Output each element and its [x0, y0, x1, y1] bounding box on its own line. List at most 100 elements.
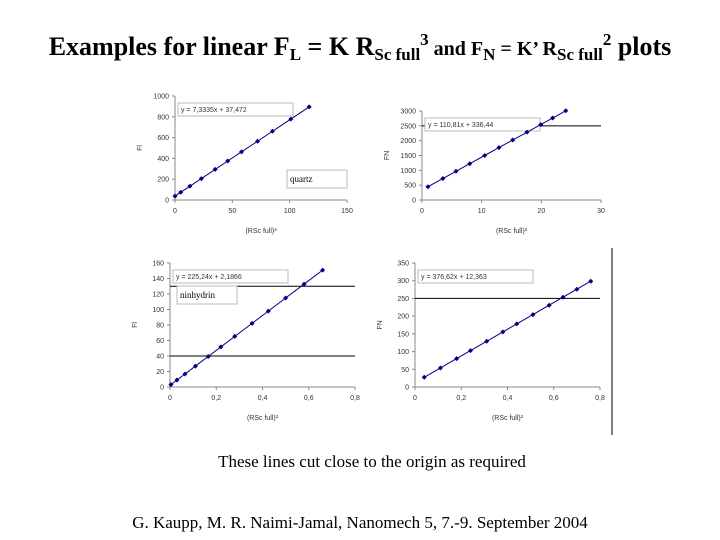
y-axis-label: FN	[384, 151, 391, 160]
point	[484, 338, 490, 344]
y-tick-label: 1000	[400, 168, 416, 175]
x-tick-label: 0,8	[350, 395, 360, 402]
point	[496, 145, 502, 151]
y-tick-label: 350	[397, 261, 409, 268]
y-axis-label: Fl	[132, 322, 139, 328]
equation-box	[417, 269, 534, 284]
y-tick-label: 600	[157, 135, 169, 142]
title-part: Sc full	[374, 45, 420, 64]
point	[563, 108, 569, 114]
point	[198, 176, 204, 182]
title-part: Examples for linear F	[49, 32, 290, 61]
equation-box	[172, 269, 289, 284]
point	[514, 321, 520, 327]
y-tick-label: 60	[156, 338, 164, 345]
footer: G. Kaupp, M. R. Naimi-Jamal, Nanomech 5,…	[132, 513, 588, 532]
point	[437, 365, 443, 371]
point	[239, 149, 245, 155]
point	[574, 286, 580, 292]
x-tick-label: 10	[478, 208, 486, 215]
equation-box	[177, 102, 294, 117]
x-axis-label: (RSc full)³	[245, 228, 277, 235]
caption: These lines cut close to the origin as r…	[218, 452, 526, 471]
x-tick-label: 0,2	[211, 395, 221, 402]
x-axis-label: (RSc full)²	[496, 228, 528, 235]
point	[467, 161, 473, 167]
point	[255, 138, 261, 144]
x-tick-label: 150	[341, 208, 353, 215]
y-tick-label: 80	[156, 323, 164, 330]
x-tick-label: 50	[228, 208, 236, 215]
point	[550, 115, 556, 121]
x-tick-label: 20	[537, 208, 545, 215]
y-tick-label: 200	[157, 177, 169, 184]
point	[192, 363, 198, 369]
point	[232, 333, 238, 339]
y-tick-label: 1000	[153, 94, 169, 101]
point	[510, 137, 516, 143]
point	[588, 278, 594, 284]
point	[440, 176, 446, 182]
point	[218, 344, 224, 350]
point	[269, 128, 275, 134]
x-tick-label: 0,6	[304, 395, 314, 402]
y-tick-label: 50	[401, 367, 409, 374]
point	[225, 158, 231, 164]
point	[178, 189, 184, 195]
point	[301, 281, 307, 287]
annotation: quartz	[290, 174, 313, 184]
y-tick-label: 0	[165, 198, 169, 205]
x-tick-label: 0	[413, 395, 417, 402]
equation: y = 225,24x + 2,1866	[176, 274, 242, 281]
title-part: 2	[603, 30, 612, 49]
title-part: Sc full	[557, 45, 603, 64]
y-tick-label: 40	[156, 354, 164, 361]
title-part: and F	[429, 38, 483, 60]
x-tick-label: 100	[284, 208, 296, 215]
x-axis-label: (RSc full)²	[247, 415, 279, 422]
point	[468, 348, 473, 354]
y-tick-label: 250	[397, 296, 409, 303]
point	[524, 129, 530, 135]
y-tick-label: 0	[160, 385, 164, 392]
y-tick-label: 400	[157, 156, 169, 163]
x-tick-label: 0,6	[549, 395, 559, 402]
y-tick-label: 0	[405, 385, 409, 392]
point	[249, 320, 255, 326]
y-tick-label: 120	[152, 292, 164, 299]
point	[530, 312, 536, 318]
point	[174, 377, 180, 383]
point	[454, 356, 460, 362]
title-part: L	[290, 45, 301, 64]
y-tick-label: 2000	[400, 138, 416, 145]
x-tick-label: 0	[168, 395, 172, 402]
y-tick-label: 2500	[400, 123, 416, 130]
annotation-box	[176, 285, 238, 305]
y-axis-label: Fl	[137, 145, 144, 151]
point	[453, 168, 459, 174]
title-part: 3	[420, 30, 429, 49]
point	[187, 183, 193, 189]
annotation-box	[286, 169, 348, 189]
y-tick-label: 3000	[400, 109, 416, 116]
title-part: = K’ R	[495, 38, 557, 60]
x-tick-label: 0,8	[595, 395, 605, 402]
point	[425, 184, 431, 190]
point	[283, 295, 289, 301]
point	[320, 267, 326, 273]
x-tick-label: 0	[420, 208, 424, 215]
y-tick-label: 800	[157, 114, 169, 121]
y-tick-label: 100	[152, 307, 164, 314]
x-tick-label: 0,4	[503, 395, 513, 402]
annotation: ninhydrin	[180, 290, 215, 300]
x-axis-label: (RSc full)²	[492, 415, 524, 422]
equation: y = 110,81x + 336,44	[428, 122, 493, 129]
equation: y = 7,3335x + 37,472	[181, 107, 247, 114]
x-tick-label: 30	[597, 208, 605, 215]
point	[265, 308, 271, 314]
y-tick-label: 140	[152, 276, 164, 283]
point	[421, 374, 427, 380]
y-tick-label: 160	[152, 261, 164, 268]
x-tick-label: 0,4	[258, 395, 268, 402]
